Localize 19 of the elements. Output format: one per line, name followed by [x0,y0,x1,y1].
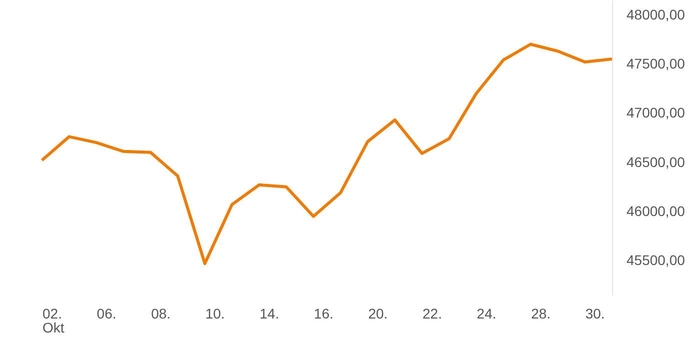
y-tick-label: 47000,00 [626,104,686,121]
x-tick-label: 10. [205,306,225,322]
x-tick-label: 14. [260,306,280,322]
y-tick-label: 45500,00 [626,252,686,268]
x-tick-label: 02. [42,306,62,322]
x-tick-label: 06. [96,306,116,322]
x-tick-label: 28. [531,306,551,322]
x-tick-label: 20. [368,306,388,322]
y-tick-label: 48000,00 [626,6,686,22]
y-tick-label: 46500,00 [626,154,686,170]
x-tick-label: 24. [476,306,496,322]
x-axis-title: Okt [42,320,64,336]
y-tick-label: 46000,00 [626,202,686,219]
y-tick-label: 47500,00 [626,55,686,72]
x-tick-label: 08. [151,306,171,322]
x-tick-label: 30. [585,306,605,322]
line-series [40,42,614,266]
x-tick-label: 16. [314,306,334,322]
x-tick-label: 22. [422,306,442,322]
